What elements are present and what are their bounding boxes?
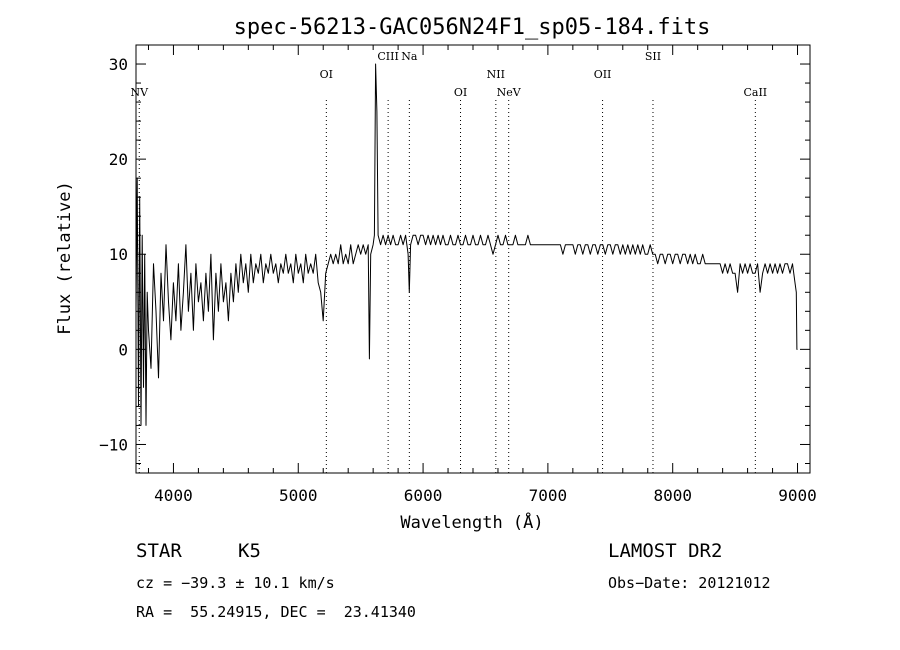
y-tick-label: 30 xyxy=(109,55,128,74)
y-tick-label: 10 xyxy=(109,245,128,264)
x-axis-label: Wavelength (Å) xyxy=(400,511,543,533)
coordinates-text: RA = 55.24915, DEC = 23.41340 xyxy=(136,603,416,621)
plot-area xyxy=(135,63,798,426)
axes: 4000 5000 6000 7000 8000 9000 −10 0 10 20 30 xyxy=(99,44,817,505)
line-marker-label: Na xyxy=(401,50,418,63)
x-tick-label: 5000 xyxy=(279,486,318,505)
survey-label: LAMOST DR2 xyxy=(608,540,723,562)
x-tick-label: 6000 xyxy=(404,486,443,505)
chart-title: spec-56213-GAC056N24F1_sp05-184.fits xyxy=(234,15,711,40)
obs-date-text: Obs−Date: 20121012 xyxy=(608,574,771,592)
y-axis-label: Flux (relative) xyxy=(55,181,75,335)
y-tick-label: −10 xyxy=(99,435,128,454)
y-tick-label: 0 xyxy=(118,340,128,359)
x-tick-label: 9000 xyxy=(778,486,817,505)
x-tick-label: 4000 xyxy=(154,486,193,505)
line-marker-label: CaII xyxy=(743,86,767,99)
line-markers: NV OI CIII Na OI NII NeV OII SII CaII xyxy=(130,50,767,473)
line-marker-label: NII xyxy=(487,68,505,81)
line-marker-label: CIII xyxy=(377,50,398,63)
plot-frame xyxy=(135,44,811,474)
redshift-text: cz = −39.3 ± 10.1 km/s xyxy=(136,574,335,592)
line-marker-label: SII xyxy=(645,50,661,63)
y-tick-label: 20 xyxy=(109,150,128,169)
x-tick-label: 8000 xyxy=(653,486,692,505)
object-subclass: K5 xyxy=(238,540,261,562)
line-marker-label: OI xyxy=(454,86,467,99)
line-marker-label: NV xyxy=(130,86,149,99)
x-tick-label: 7000 xyxy=(529,486,568,505)
object-class: STAR xyxy=(136,540,182,562)
spectrum-line xyxy=(135,63,798,426)
line-marker-label: NeV xyxy=(497,86,522,99)
line-marker-label: OI xyxy=(320,68,333,81)
line-marker-label: OII xyxy=(594,68,612,81)
